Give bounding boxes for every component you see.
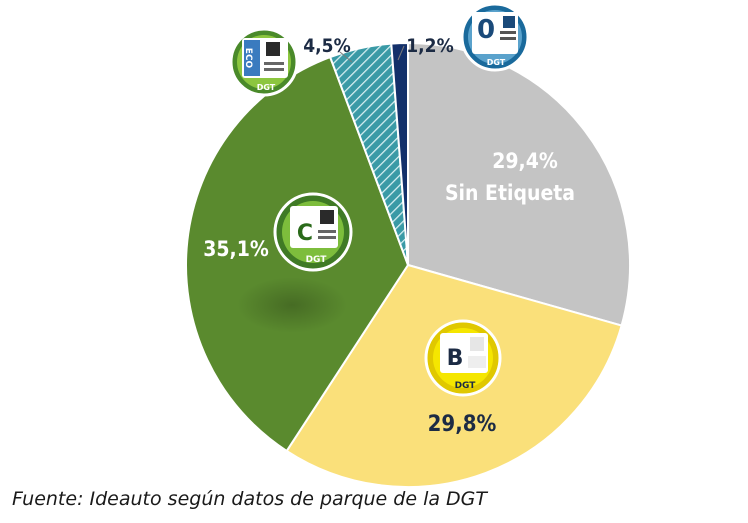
zero-leader-line <box>397 45 405 61</box>
sin-etiqueta-percent-label: 29,4% <box>492 149 558 173</box>
source-footnote: Fuente: Ideauto según datos de parque de… <box>12 488 487 510</box>
slice-shadow <box>237 277 347 333</box>
eco-leader-line <box>339 51 353 63</box>
zero-percent-label: 1,2% <box>406 35 453 57</box>
pie-slice-sin-etiqueta <box>407 41 631 327</box>
b-label-badge-icon: B DGT <box>424 319 502 397</box>
b-badge-letter: B <box>447 346 464 371</box>
c-label-badge-icon: C DGT <box>273 192 353 272</box>
sin-etiqueta-category-label: Sin Etiqueta <box>445 181 575 205</box>
c-percent-label: 35,1% <box>203 237 269 261</box>
eco-badge-icon: ECO DGT <box>229 27 299 97</box>
c-badge-letter: C <box>297 221 313 246</box>
c-badge-brand: DGT <box>306 255 328 265</box>
b-badge-brand: DGT <box>455 381 477 391</box>
eco-badge-brand: DGT <box>257 83 276 92</box>
eco-percent-label: 4,5% <box>303 35 350 57</box>
zero-emissions-badge-icon: 0 DGT <box>460 2 530 72</box>
zero-badge-letter: 0 <box>477 15 495 45</box>
eco-badge-text: ECO <box>243 48 253 69</box>
zero-badge-brand: DGT <box>487 58 506 67</box>
pie-slice-0 <box>390 41 409 266</box>
b-percent-label: 29,8% <box>428 412 497 437</box>
